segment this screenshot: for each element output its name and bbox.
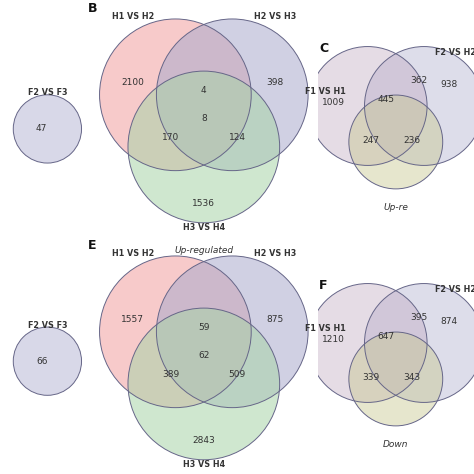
Text: 938: 938: [440, 80, 457, 89]
Text: F1 VS H1: F1 VS H1: [305, 87, 346, 96]
Text: 875: 875: [266, 316, 283, 324]
Circle shape: [100, 256, 251, 408]
Text: F2 VS F3: F2 VS F3: [27, 89, 67, 97]
Circle shape: [13, 327, 82, 395]
Text: 398: 398: [266, 79, 283, 87]
Text: 124: 124: [228, 133, 246, 142]
Text: F1 VS H1: F1 VS H1: [305, 324, 346, 333]
Text: 66: 66: [36, 357, 47, 365]
Text: 247: 247: [362, 136, 379, 145]
Text: H2 VS H3: H2 VS H3: [254, 12, 296, 21]
Text: 339: 339: [362, 373, 379, 382]
Text: 1210: 1210: [322, 336, 345, 344]
Circle shape: [13, 95, 82, 163]
Text: 236: 236: [403, 136, 420, 145]
Text: 62: 62: [198, 351, 210, 360]
Text: 2843: 2843: [192, 437, 215, 445]
Text: 395: 395: [410, 313, 428, 322]
Text: 509: 509: [228, 370, 246, 379]
Circle shape: [308, 283, 427, 402]
Text: 8: 8: [201, 114, 207, 123]
Text: Up-re: Up-re: [383, 203, 408, 212]
Text: 445: 445: [378, 95, 395, 104]
Circle shape: [349, 95, 443, 189]
Text: 1557: 1557: [121, 316, 144, 324]
Text: 389: 389: [162, 370, 179, 379]
Circle shape: [365, 46, 474, 165]
Circle shape: [128, 71, 280, 223]
Circle shape: [349, 332, 443, 426]
Circle shape: [100, 19, 251, 171]
Text: H3 VS H4: H3 VS H4: [183, 460, 225, 469]
Text: 362: 362: [410, 76, 428, 85]
Circle shape: [128, 308, 280, 460]
Circle shape: [308, 46, 427, 165]
Text: 1536: 1536: [192, 200, 215, 208]
Text: 4: 4: [201, 86, 207, 94]
Text: H2 VS H3: H2 VS H3: [254, 249, 296, 258]
Text: 59: 59: [198, 323, 210, 331]
Text: Up-regulated: Up-regulated: [174, 246, 233, 255]
Text: H3 VS H4: H3 VS H4: [183, 223, 225, 232]
Circle shape: [156, 256, 308, 408]
Text: 874: 874: [440, 317, 457, 326]
Text: H1 VS H2: H1 VS H2: [111, 249, 154, 258]
Text: C: C: [319, 42, 328, 55]
Text: Down: Down: [383, 440, 409, 449]
Text: 47: 47: [36, 125, 47, 133]
Text: F2 VS H2: F2 VS H2: [435, 285, 474, 294]
Text: 170: 170: [162, 133, 179, 142]
Text: 2100: 2100: [121, 79, 144, 87]
Text: E: E: [88, 239, 96, 252]
Text: 343: 343: [403, 373, 420, 382]
Text: 647: 647: [378, 332, 395, 341]
Circle shape: [156, 19, 308, 171]
Text: F2 VS H2: F2 VS H2: [435, 48, 474, 57]
Text: F2 VS F3: F2 VS F3: [27, 321, 67, 329]
Text: F: F: [319, 279, 328, 292]
Text: B: B: [88, 2, 97, 15]
Circle shape: [365, 283, 474, 402]
Text: H1 VS H2: H1 VS H2: [111, 12, 154, 21]
Text: 1009: 1009: [322, 99, 345, 107]
